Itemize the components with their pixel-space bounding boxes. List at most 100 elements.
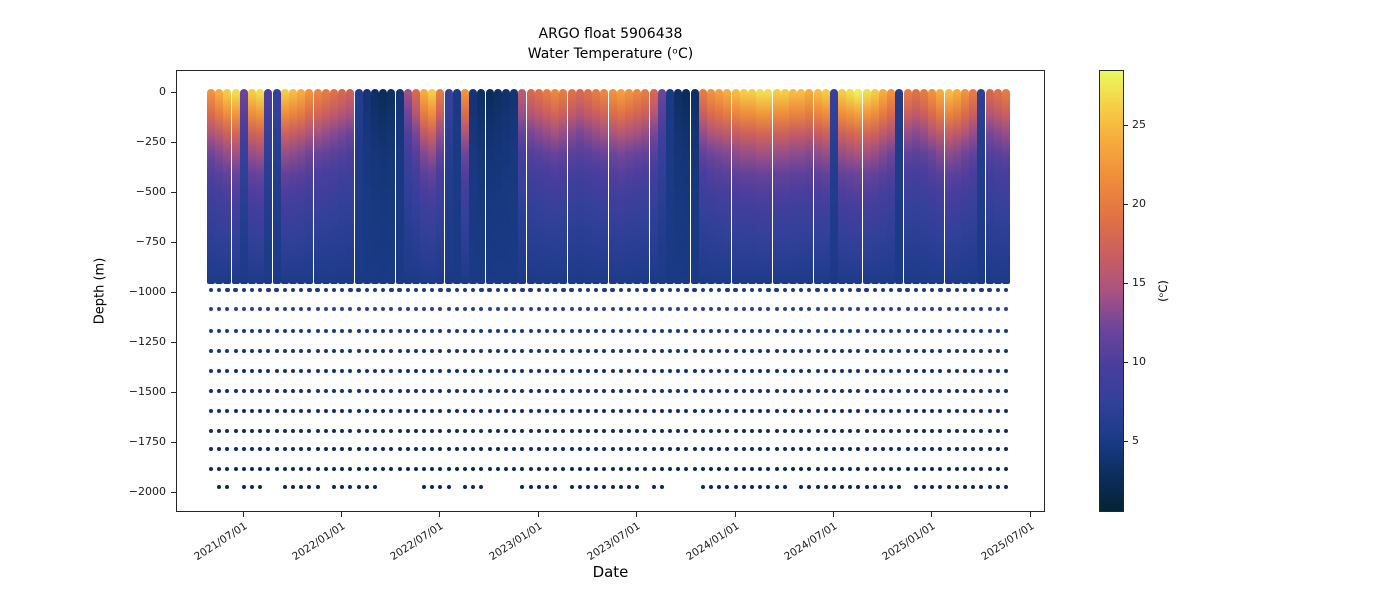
deep-row-dot xyxy=(397,447,402,451)
deep-row-dot xyxy=(217,307,222,311)
deep-row-dot xyxy=(1004,349,1008,353)
deep-row-dot xyxy=(905,429,910,433)
profile-column xyxy=(387,89,396,284)
profile-bottom-dot xyxy=(610,287,615,293)
deep-row-dot xyxy=(348,467,353,471)
colorbar-tick-label: 10 xyxy=(1132,355,1146,369)
deep-row-dot xyxy=(323,349,328,353)
colorbar-tick-mark xyxy=(1124,283,1128,285)
profile-bottom-dot xyxy=(454,287,460,293)
deep-row-dot xyxy=(651,467,656,471)
deep-row-dot xyxy=(700,467,705,471)
deep-row-dot xyxy=(725,447,730,451)
deep-row-dot xyxy=(299,429,304,433)
deep-row-dot xyxy=(823,409,828,413)
deep-row-dot xyxy=(889,369,894,373)
deep-row-dot xyxy=(1004,329,1008,333)
profile-bottom-dot xyxy=(225,287,230,293)
profile-column xyxy=(715,89,724,284)
deep-row-dot xyxy=(217,429,222,433)
deep-row-dot xyxy=(840,429,845,433)
deep-row-dot xyxy=(708,307,713,311)
deep-row-dot xyxy=(700,485,705,489)
y-tick-mark xyxy=(171,242,176,243)
profile-column xyxy=(993,89,1002,284)
deep-row-dot xyxy=(504,369,509,373)
deep-row-dot xyxy=(659,429,664,433)
deep-row-dot xyxy=(315,429,320,433)
profile-column xyxy=(428,89,437,284)
profile-column xyxy=(698,89,707,284)
deep-row-dot xyxy=(987,389,992,393)
deep-row-dot xyxy=(397,467,402,471)
deep-row-dot xyxy=(602,389,607,393)
y-tick-label: −2000 xyxy=(128,485,166,498)
deep-row-dot xyxy=(823,467,828,471)
deep-row-dot xyxy=(233,349,238,353)
deep-row-dot xyxy=(258,485,263,489)
deep-row-dot xyxy=(397,389,402,393)
deep-row-dot xyxy=(987,369,992,373)
deep-row-dot xyxy=(553,447,558,451)
deep-row-dot xyxy=(733,485,738,489)
profile-bottom-dot xyxy=(282,287,287,293)
deep-row-dot xyxy=(536,389,541,393)
profile-bottom-dot xyxy=(782,287,787,293)
deep-row-dot xyxy=(438,485,443,489)
deep-row-dot xyxy=(897,369,902,373)
profile-bottom-dot xyxy=(626,287,632,293)
deep-row-dot xyxy=(405,369,410,373)
profile-column xyxy=(477,89,486,284)
profile-bottom-dot xyxy=(839,287,845,293)
deep-row-dot xyxy=(725,467,730,471)
deep-row-dot xyxy=(545,467,550,471)
deep-row-dot xyxy=(651,447,656,451)
deep-row-dot xyxy=(872,467,877,471)
deep-row-dot xyxy=(938,349,943,353)
deep-row-dot xyxy=(700,389,705,393)
deep-row-dot xyxy=(397,307,402,311)
deep-row-dot xyxy=(282,307,287,311)
deep-row-dot xyxy=(610,485,615,489)
deep-row-dot xyxy=(774,409,779,413)
deep-row-dot xyxy=(872,389,877,393)
deep-row-dot xyxy=(274,467,279,471)
profile-bottom-dot xyxy=(749,287,755,293)
y-tick-mark xyxy=(171,92,176,93)
deep-row-dot xyxy=(905,447,910,451)
deep-row-dot xyxy=(922,467,927,471)
deep-row-dot xyxy=(561,389,566,393)
deep-row-dot xyxy=(487,467,492,471)
x-tick-mark xyxy=(832,512,834,517)
deep-row-dot xyxy=(454,429,459,433)
deep-row-dot xyxy=(438,467,443,471)
deep-row-dot xyxy=(577,409,582,413)
deep-row-dot xyxy=(733,429,738,433)
deep-row-dot xyxy=(290,485,295,489)
deep-row-dot xyxy=(987,447,992,451)
profile-column xyxy=(493,89,502,284)
deep-row-dot xyxy=(430,369,435,373)
profile-column xyxy=(584,89,593,284)
profile-bottom-dot xyxy=(487,287,492,293)
deep-row-dot xyxy=(881,329,886,333)
profile-bottom-dot xyxy=(389,287,394,293)
deep-row-dot xyxy=(667,349,672,353)
deep-row-dot xyxy=(659,485,664,489)
profile-bottom-dot xyxy=(675,287,681,293)
deep-row-dot xyxy=(930,307,935,311)
deep-row-dot xyxy=(381,349,386,353)
deep-row-dot xyxy=(774,307,779,311)
deep-row-dot xyxy=(364,485,369,489)
deep-row-dot xyxy=(864,429,869,433)
deep-row-dot xyxy=(389,369,394,373)
deep-row-dot xyxy=(881,369,886,373)
colorbar-tick-mark xyxy=(1124,204,1128,206)
deep-row-dot xyxy=(651,307,656,311)
deep-row-dot xyxy=(799,349,804,353)
deep-row-dot xyxy=(405,467,410,471)
deep-row-dot xyxy=(471,447,476,451)
deep-row-dot xyxy=(815,369,820,373)
deep-row-dot xyxy=(692,467,697,471)
deep-row-dot xyxy=(733,389,738,393)
